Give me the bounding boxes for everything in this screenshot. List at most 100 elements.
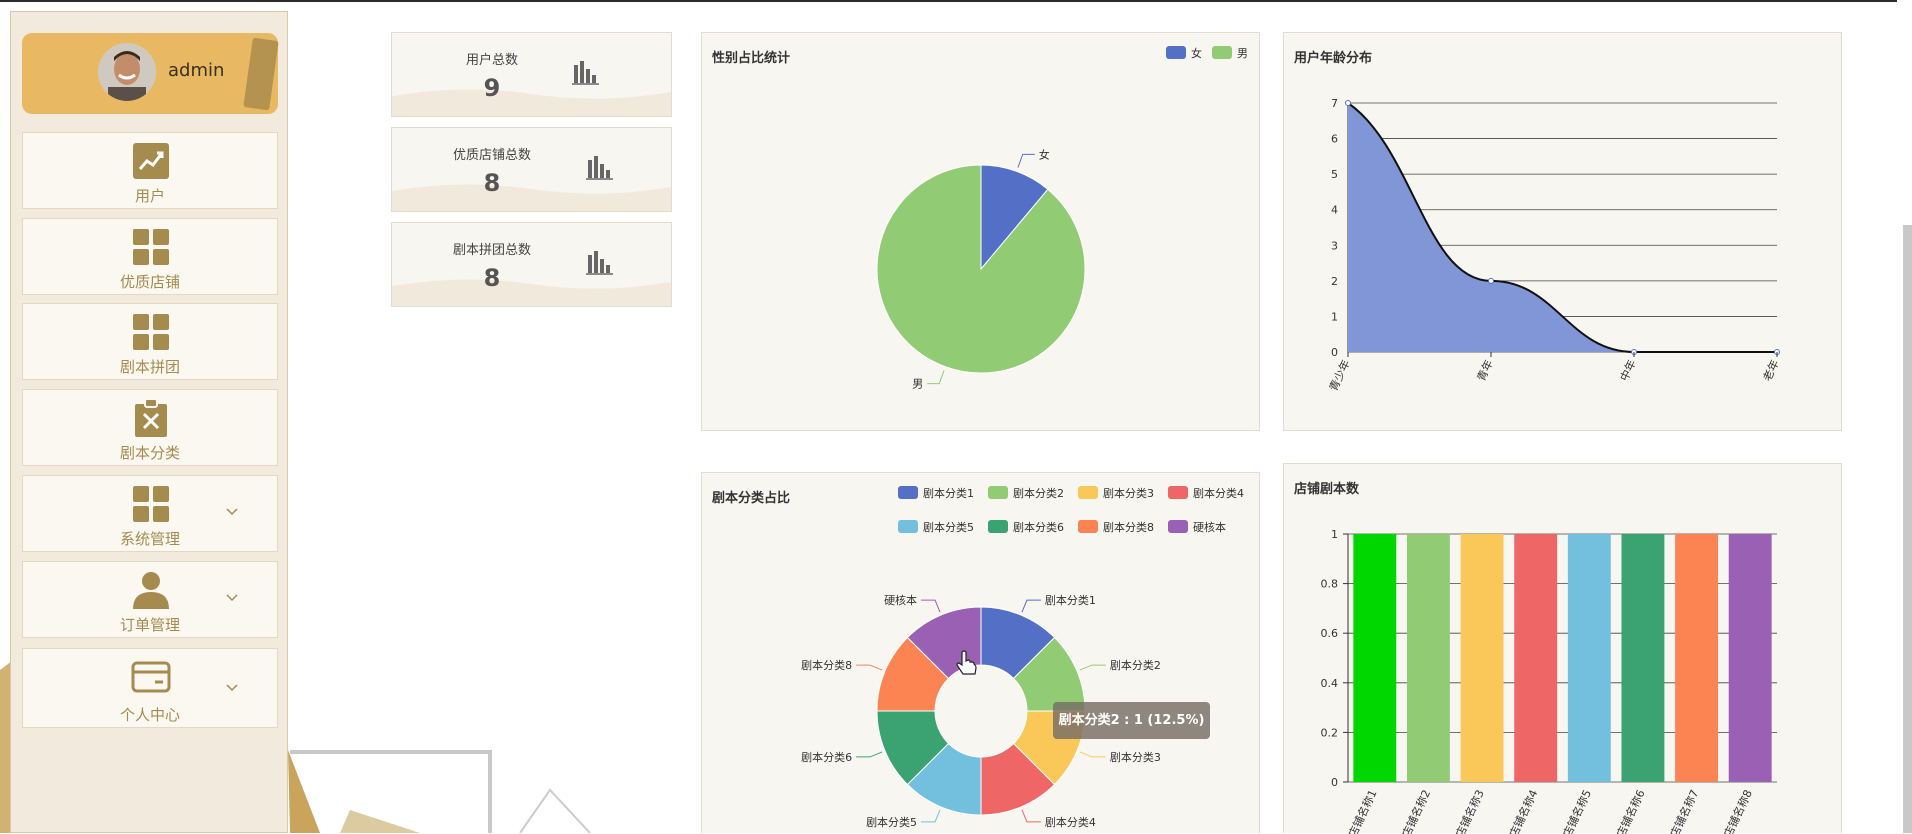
profile-card[interactable]: admin <box>22 33 279 114</box>
sidebar-item-shops[interactable]: 优质店铺 <box>22 218 278 295</box>
card-wave-decoration <box>392 279 671 306</box>
sidebar-item-label: 剧本分类 <box>119 444 180 462</box>
chevron-down-icon[interactable] <box>225 681 239 695</box>
y-tick-label: 0.8 <box>1321 578 1339 591</box>
legend-label: 剧本分类8 <box>1103 521 1154 534</box>
legend-swatch <box>1078 520 1098 533</box>
label-line <box>1017 153 1035 168</box>
label-line <box>1079 751 1106 758</box>
top-border <box>0 0 1912 2</box>
legend-item[interactable]: 硬核本 <box>1168 519 1226 535</box>
y-tick-label: 0 <box>1331 776 1338 789</box>
legend-label: 硬核本 <box>1193 521 1226 534</box>
x-tick-label: 店铺名称8 <box>1721 787 1755 834</box>
legend-label: 剧本分类1 <box>923 487 974 500</box>
legend-item[interactable]: 剧本分类3 <box>1078 485 1154 501</box>
stat-label: 优质店铺总数 <box>452 148 531 163</box>
stat-label: 剧本拼团总数 <box>452 243 531 258</box>
sidebar-item-orders[interactable]: 订单管理 <box>22 561 278 638</box>
legend-item[interactable]: 剧本分类2 <box>988 485 1064 501</box>
legend-item[interactable]: 剧本分类8 <box>1078 519 1154 535</box>
stat-value: 8 <box>483 264 501 292</box>
legend-swatch <box>988 520 1008 533</box>
data-point <box>1345 100 1351 106</box>
sidebar-item-categories[interactable]: 剧本分类 <box>22 389 278 466</box>
legend-label: 男 <box>1237 47 1248 60</box>
hand-cursor-icon <box>956 650 977 675</box>
x-tick-label: 青年 <box>1474 357 1496 383</box>
y-tick-label: 0 <box>1331 346 1338 359</box>
bar <box>1621 534 1665 782</box>
slice-label: 剧本分类2 <box>1110 658 1161 672</box>
profile-decoration <box>243 37 279 111</box>
sidebar-item-profile-center[interactable]: 个人中心 <box>22 648 278 728</box>
sidebar-item-users[interactable]: 用户 <box>22 132 278 209</box>
label-line <box>921 809 941 823</box>
x-tick-label: 店铺名称5 <box>1560 787 1594 834</box>
label-line <box>1021 809 1041 823</box>
bar <box>1675 534 1719 782</box>
chart-title: 性别占比统计 <box>712 51 791 66</box>
sidebar: admin 用户 优质店铺 剧本拼团 剧本分类 <box>10 11 288 833</box>
legend-label: 剧本分类3 <box>1103 487 1154 500</box>
bar <box>1353 534 1397 782</box>
sidebar-item-label: 系统管理 <box>119 530 180 548</box>
label-line <box>1021 599 1041 613</box>
age-area-chart: 0 1 2 3 4 5 6 7 青少年 青年 中年 老年 <box>1326 97 1782 393</box>
chevron-down-icon[interactable] <box>225 591 239 605</box>
legend-swatch <box>1166 46 1186 59</box>
card-icon <box>131 661 171 693</box>
avatar[interactable] <box>98 43 156 101</box>
sidebar-item-groups[interactable]: 剧本拼团 <box>22 303 278 380</box>
legend-item[interactable]: 剧本分类5 <box>898 519 974 535</box>
grid-icon <box>133 486 169 522</box>
slice-label: 男 <box>912 378 923 391</box>
x-tick-label: 店铺名称7 <box>1667 787 1701 834</box>
legend-item[interactable]: 女 <box>1166 45 1202 61</box>
shop-chart-card: 店铺剧本数 0 0.2 0.4 0.6 0.8 1 店铺名称1 店铺名称2 店铺名称3 店铺名称4… <box>1283 463 1842 834</box>
sidebar-item-system[interactable]: 系统管理 <box>22 475 278 552</box>
slice-label: 剧本分类3 <box>1110 750 1161 764</box>
legend-label: 女 <box>1191 47 1202 60</box>
bar-chart-icon <box>586 251 613 275</box>
x-tick-label: 店铺名称6 <box>1613 787 1647 834</box>
sidebar-item-label: 订单管理 <box>119 616 180 634</box>
chart-tooltip: 剧本分类2 : 1 (12.5%) <box>1053 702 1210 739</box>
legend-swatch <box>1168 486 1188 499</box>
pie-slice <box>980 164 1049 271</box>
chart-title: 剧本分类占比 <box>712 491 791 506</box>
bar <box>1514 534 1558 782</box>
label-line <box>856 751 883 758</box>
legend-item[interactable]: 剧本分类1 <box>898 485 974 501</box>
slice-label: 剧本分类8 <box>801 658 852 672</box>
x-tick-label: 老年 <box>1760 357 1782 383</box>
legend-item[interactable]: 剧本分类4 <box>1168 485 1244 501</box>
gender-pie-chart: 女男 <box>876 147 1086 391</box>
slice-label: 剧本分类6 <box>801 750 852 764</box>
area-fill <box>1348 103 1777 352</box>
chart-title: 店铺剧本数 <box>1294 482 1360 497</box>
avatar-image <box>98 43 156 101</box>
legend-item[interactable]: 剧本分类6 <box>988 519 1064 535</box>
gender-chart-card: 性别占比统计 女 男 女男 <box>701 32 1260 431</box>
label-line <box>1079 664 1106 671</box>
chevron-down-icon[interactable] <box>225 505 239 519</box>
x-tick-label: 店铺名称1 <box>1345 787 1379 834</box>
legend-swatch <box>988 486 1008 499</box>
y-tick-label: 2 <box>1331 275 1338 288</box>
bar-chart-icon <box>572 61 599 85</box>
chart-title: 用户年龄分布 <box>1294 51 1373 66</box>
bar <box>1728 534 1772 782</box>
stat-card-groups: 剧本拼团总数 8 <box>391 222 672 307</box>
scrollbar-thumb[interactable] <box>1903 225 1912 833</box>
legend-item[interactable]: 男 <box>1212 45 1248 61</box>
x-tick-label: 店铺名称3 <box>1453 787 1487 834</box>
chart-line-icon <box>133 143 169 179</box>
shop-bar-chart: 0 0.2 0.4 0.6 0.8 1 店铺名称1 店铺名称2 店铺名称3 店铺名称4 店铺名称5 店… <box>1321 528 1777 834</box>
legend-swatch <box>1078 486 1098 499</box>
grid-icon <box>133 229 169 265</box>
age-chart-card: 用户年龄分布 0 1 2 3 4 5 6 7 青少年 青年 中年 老年 <box>1283 32 1842 431</box>
slice-label: 剧本分类5 <box>866 815 917 829</box>
x-tick-label: 青少年 <box>1326 357 1353 393</box>
label-line <box>856 664 883 671</box>
